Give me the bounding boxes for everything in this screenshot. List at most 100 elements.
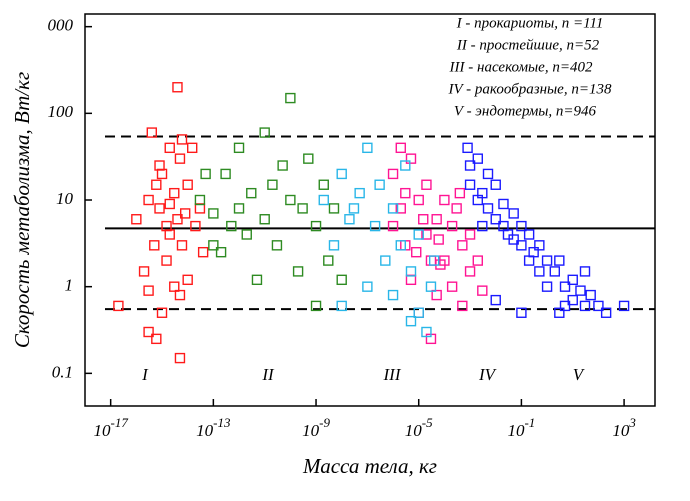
data-point: [387, 168, 399, 180]
data-point: [405, 315, 417, 327]
data-point: [541, 255, 553, 266]
data-point: [567, 294, 578, 306]
data-point: [233, 142, 245, 154]
x-tick-base: 10: [93, 421, 111, 440]
data-point: [246, 187, 257, 199]
data-point: [395, 240, 406, 251]
legend-entry: V - эндотермы, n=946: [454, 103, 597, 119]
data-point: [149, 240, 160, 251]
data-point: [433, 234, 444, 245]
data-point: [559, 281, 571, 292]
x-tick-exponent: -17: [110, 415, 128, 430]
data-point: [259, 127, 270, 138]
data-point: [336, 168, 347, 180]
data-point: [559, 300, 571, 312]
data-point: [549, 266, 561, 277]
data-point: [277, 160, 288, 171]
data-point: [259, 214, 270, 225]
legend-entry: II - простейшие, n=52: [456, 37, 600, 53]
data-point: [336, 274, 347, 286]
data-point: [187, 142, 198, 154]
data-point: [146, 127, 157, 138]
data-point: [362, 142, 373, 154]
data-point: [395, 203, 406, 214]
data-point: [380, 255, 391, 266]
data-point: [405, 274, 417, 286]
data-point: [431, 214, 442, 225]
data-point: [425, 255, 437, 266]
group-label: IV: [478, 365, 498, 384]
data-point: [336, 300, 347, 312]
group-label: II: [261, 365, 275, 384]
x-tick-label: 10-13: [196, 415, 231, 440]
data-point: [554, 255, 565, 266]
group-label: III: [383, 365, 402, 384]
data-point: [156, 168, 168, 180]
data-point: [251, 274, 263, 286]
data-point: [174, 289, 186, 301]
data-point: [498, 198, 509, 210]
y-axis-label: Скорость метаболизма, Вт/кг: [10, 72, 34, 348]
data-point: [267, 179, 278, 190]
data-point: [413, 229, 424, 240]
data-point: [179, 208, 191, 219]
data-point: [387, 289, 399, 301]
data-point: [241, 229, 252, 240]
data-point: [593, 300, 604, 312]
data-point: [477, 220, 488, 232]
data-point: [516, 307, 527, 318]
data-point: [328, 240, 340, 251]
data-point: [151, 333, 162, 345]
group-label: I: [141, 365, 149, 384]
data-point: [354, 187, 365, 199]
data-point: [233, 203, 245, 214]
data-point: [579, 300, 591, 312]
x-tick-exponent: -1: [524, 415, 535, 430]
x-tick-label: 10-17: [93, 415, 128, 440]
x-tick-base: 10: [196, 421, 214, 440]
data-point: [421, 229, 432, 240]
data-point: [490, 214, 501, 225]
data-point: [464, 160, 476, 171]
data-point: [464, 179, 476, 190]
data-point: [425, 281, 437, 292]
data-point: [418, 214, 429, 225]
data-point: [400, 160, 411, 171]
data-point: [554, 307, 565, 318]
data-point: [400, 187, 411, 199]
x-tick-label: 10-1: [507, 415, 535, 440]
data-point: [143, 194, 154, 206]
data-point: [457, 300, 468, 312]
data-point: [318, 194, 329, 206]
data-point: [405, 266, 417, 277]
data-point: [318, 179, 329, 190]
data-point: [387, 203, 399, 214]
data-point: [285, 194, 296, 206]
data-point: [143, 326, 154, 338]
data-point: [508, 208, 519, 219]
data-point: [618, 300, 630, 312]
data-point: [310, 300, 322, 312]
data-point: [169, 187, 180, 199]
x-tick-label: 10-5: [405, 415, 433, 440]
data-point: [451, 203, 462, 214]
y-tick-label: 100: [48, 102, 74, 121]
data-point: [411, 246, 422, 258]
data-point: [575, 285, 586, 296]
data-point: [215, 246, 227, 258]
y-tick-label: 0.1: [52, 362, 73, 381]
data-point: [541, 281, 553, 292]
legend-entry: I - прокариоты, n =111: [456, 15, 604, 31]
data-point: [528, 246, 539, 258]
group-label: V: [573, 365, 586, 384]
data-point: [190, 220, 201, 232]
x-tick-exponent: -13: [213, 415, 231, 430]
data-point: [172, 82, 183, 93]
legend-entry: IV - ракообразные, n=138: [448, 81, 612, 97]
data-point: [164, 198, 175, 210]
data-point: [454, 187, 466, 199]
data-point: [428, 255, 440, 266]
data-point: [292, 266, 304, 277]
x-tick-label: 10-9: [302, 415, 330, 440]
data-point: [374, 179, 385, 190]
